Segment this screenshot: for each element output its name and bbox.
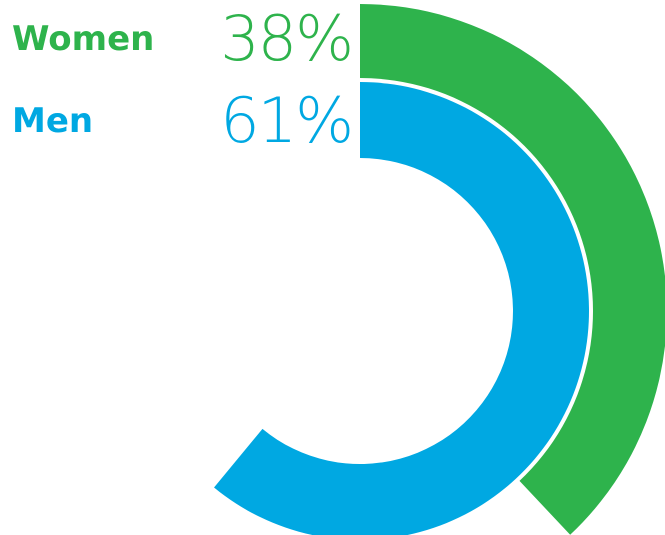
legend-women-value: 38%: [220, 2, 354, 75]
men-arc: [214, 82, 589, 535]
legend-women: Women 38%: [12, 2, 354, 75]
women-arc: [360, 4, 665, 535]
legend-men-value: 61%: [220, 84, 354, 157]
legend-women-label: Women: [12, 19, 155, 59]
legend-men-label: Men: [12, 101, 94, 141]
legend-men: Men 61%: [12, 84, 354, 157]
